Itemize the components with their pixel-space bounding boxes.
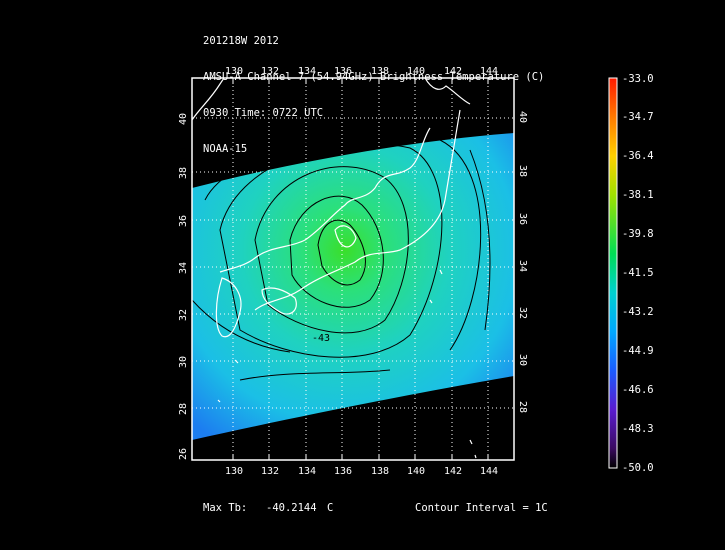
max-tb-label: Max Tb: [203, 502, 248, 514]
coastline [192, 78, 477, 459]
lat-tick-right: 32 [517, 307, 528, 320]
lon-tick-bottom: 134 [298, 466, 317, 477]
header-line-time: 0930 Time: 0722 UTC [203, 107, 324, 119]
max-tb-value: -40.2144 [266, 502, 317, 514]
lat-tick-left: 38 [178, 166, 189, 179]
colorbar-label: -44.9 [622, 345, 654, 357]
colorbar-label: -41.5 [622, 267, 654, 279]
lon-tick-top: 136 [334, 66, 353, 77]
map-header: 201218W 2012 AMSU-A Channel 7 (54.94GHz)… [203, 11, 544, 167]
contour-lines [192, 133, 491, 381]
lon-tick-bottom: 136 [334, 466, 353, 477]
contour-label: -43 [312, 333, 331, 344]
lat-tick-left: 28 [178, 402, 189, 415]
colorbar-label: -38.1 [622, 189, 654, 201]
lat-tick-right: 40 [517, 111, 528, 124]
colorbar-label: -50.0 [622, 462, 654, 474]
lat-tick-right: 38 [517, 165, 528, 178]
lon-tick-bottom: 140 [407, 466, 426, 477]
colorbar-label: -46.6 [622, 384, 654, 396]
lat-tick-left: 30 [178, 355, 189, 368]
contour-interval: Contour Interval = 1C [415, 502, 548, 514]
lat-tick-left: 32 [178, 308, 189, 321]
swath-field [192, 133, 514, 440]
header-line-satellite: NOAA-15 [203, 143, 248, 155]
colorbar-label: -33.0 [622, 73, 654, 85]
lat-tick-right: 36 [517, 213, 528, 226]
map-frame [191, 77, 515, 461]
colorbar-label: -39.8 [622, 228, 654, 240]
lat-tick-right: 34 [517, 260, 528, 273]
lon-tick-top: 138 [371, 66, 390, 77]
lon-tick-bottom: 130 [225, 466, 244, 477]
lat-tick-left: 26 [178, 447, 189, 460]
lat-tick-left: 36 [178, 214, 189, 227]
max-tb-unit: C [327, 502, 334, 514]
lon-tick-bottom: 138 [371, 466, 390, 477]
lat-tick-left: 40 [178, 112, 189, 125]
lon-tick-top: 142 [444, 66, 463, 77]
lon-tick-top: 132 [261, 66, 280, 77]
lon-tick-top: 130 [225, 66, 244, 77]
header-line-product: AMSU-A Channel 7 (54.94GHz) Brightness T… [203, 71, 545, 83]
colorbar-label: -34.7 [622, 111, 654, 123]
lon-tick-top: 144 [480, 66, 499, 77]
lon-tick-top: 140 [407, 66, 426, 77]
colorbar-label: -36.4 [622, 150, 654, 162]
graticule [192, 78, 514, 460]
lon-tick-bottom: 142 [444, 466, 463, 477]
colorbar-label: -48.3 [622, 423, 654, 435]
lon-tick-bottom: 144 [480, 466, 499, 477]
lat-tick-right: 30 [517, 354, 528, 367]
lat-tick-left: 34 [178, 261, 189, 274]
colorbar [608, 77, 618, 469]
lon-tick-bottom: 132 [261, 466, 280, 477]
lon-tick-top: 134 [298, 66, 317, 77]
colorbar-label: -43.2 [622, 306, 654, 318]
header-line-date: 201218W 2012 [203, 35, 279, 47]
frame-ticks [232, 78, 489, 460]
lat-tick-right: 28 [517, 401, 528, 414]
